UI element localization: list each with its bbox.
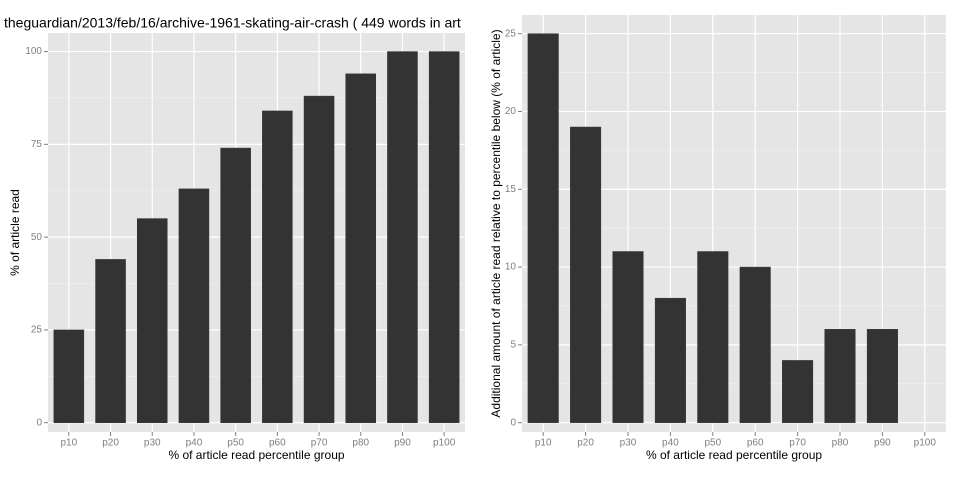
bar: [824, 329, 856, 423]
x-tick-label: p50: [704, 438, 721, 449]
x-tick-label: p40: [662, 438, 679, 449]
chart-title: theguardian/2013/feb/16/archive-1961-ska…: [4, 15, 461, 31]
y-tick-label: 25: [31, 325, 43, 336]
y-tick-label: 100: [25, 46, 42, 57]
x-tick-label: p10: [61, 438, 78, 449]
y-tick-label: 25: [505, 28, 517, 39]
x-tick-label: p100: [433, 438, 456, 449]
x-axis-title: % of article read percentile group: [646, 448, 822, 462]
bar: [345, 73, 377, 423]
y-tick-label: 0: [510, 417, 516, 428]
x-tick-label: p80: [352, 438, 369, 449]
y-tick-label: 20: [505, 106, 517, 117]
x-tick-label: p90: [874, 438, 891, 449]
x-tick-label: p60: [269, 438, 286, 449]
bar: [654, 297, 686, 423]
y-tick-label: 10: [505, 262, 517, 273]
x-tick-label: p30: [620, 438, 637, 449]
y-tick-label: 50: [31, 232, 43, 243]
x-axis-title: % of article read percentile group: [168, 448, 344, 462]
bar: [612, 251, 644, 423]
bar: [866, 329, 898, 423]
bar: [527, 33, 559, 423]
x-tick-label: p90: [394, 438, 411, 449]
bar: [428, 51, 460, 423]
y-tick-label: 5: [510, 340, 516, 351]
x-tick-label: p20: [102, 438, 119, 449]
y-tick-label: 15: [505, 184, 517, 195]
bar: [136, 218, 168, 423]
bar: [95, 259, 126, 423]
bar: [570, 126, 602, 423]
x-tick-label: p40: [186, 438, 203, 449]
bar: [387, 51, 418, 423]
bar: [220, 147, 251, 423]
x-tick-label: p30: [144, 438, 161, 449]
x-tick-label: p60: [747, 438, 764, 449]
x-tick-label: p10: [535, 438, 552, 449]
y-axis-title: % of article read: [8, 189, 22, 276]
panel: 0 25 50 75 100 p10 p20 p30 p40 p50 p60 p70 p80 p90 p10…: [4, 15, 465, 462]
bar: [303, 95, 335, 423]
y-tick-label: 0: [36, 417, 42, 428]
bar: [739, 266, 771, 423]
x-tick-label: p20: [577, 438, 594, 449]
panel: 0 5 10 15 20 25 p10 p20 p30 p40 p50 p60 p70 p80 p90 p10…: [489, 15, 946, 462]
x-tick-label: p80: [832, 438, 849, 449]
bar: [53, 329, 85, 423]
y-axis-title: Additional amount of article read relati…: [489, 29, 503, 417]
x-tick-label: p70: [789, 438, 806, 449]
x-tick-label: p70: [311, 438, 328, 449]
bar: [782, 360, 814, 423]
bar: [697, 251, 729, 423]
x-tick-label: p50: [227, 438, 244, 449]
y-tick-label: 75: [31, 139, 43, 150]
x-tick-label: p100: [914, 438, 937, 449]
bar: [262, 110, 293, 423]
bar: [178, 188, 210, 423]
